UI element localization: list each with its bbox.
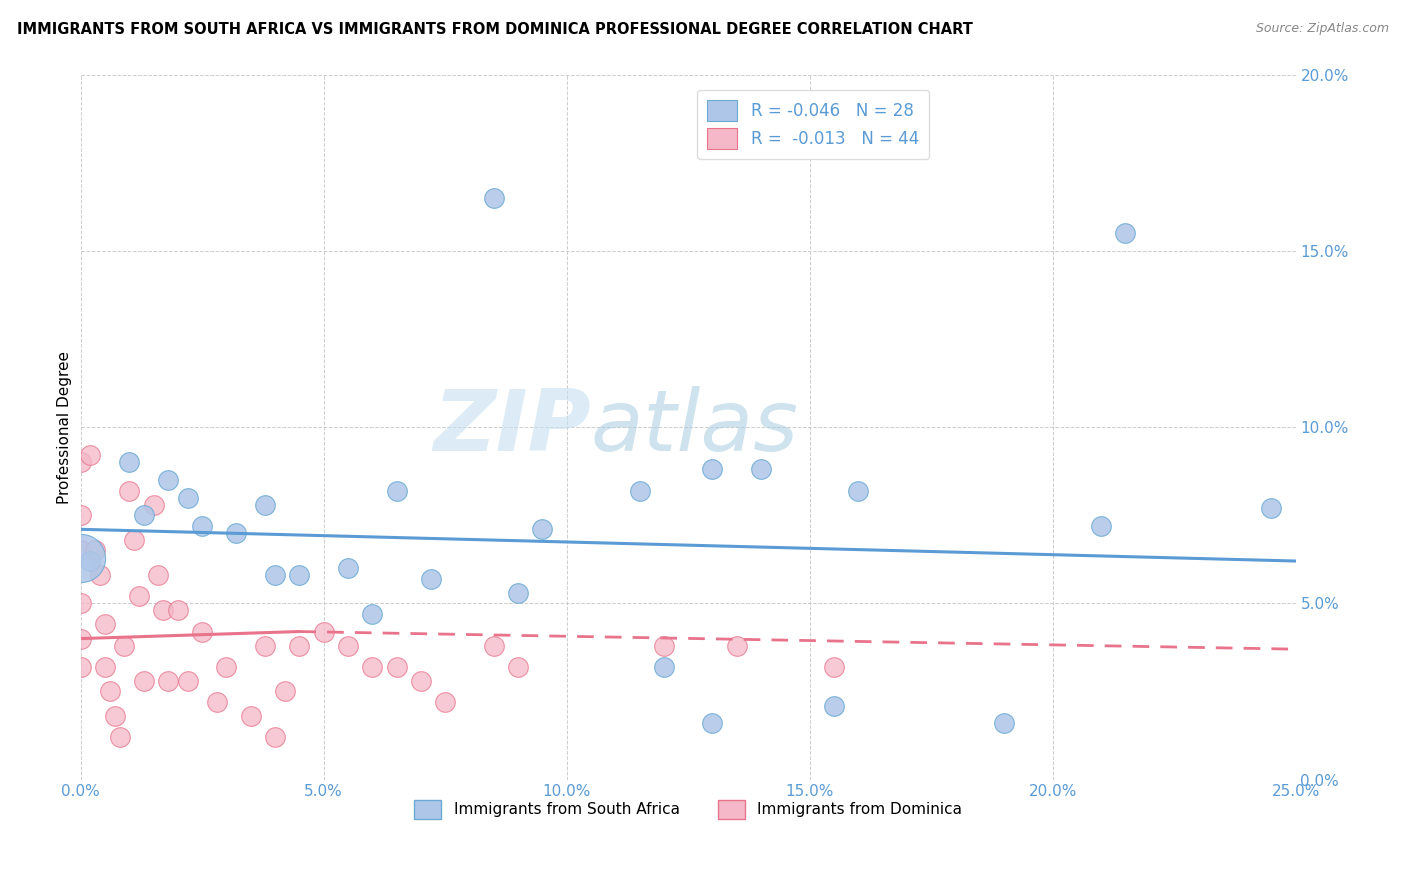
Point (264, 568, 287, 582)
Point (69, 550, 91, 565)
Point (336, 561, 359, 575)
Point (419, 572, 441, 586)
Point (1114, 226, 1136, 240)
Point (69, 455, 91, 469)
Point (69, 660, 91, 674)
Point (239, 709, 262, 723)
Point (361, 607, 384, 621)
Point (409, 673, 432, 688)
Point (531, 522, 554, 536)
Text: ZIP: ZIP (433, 385, 591, 468)
Point (274, 684, 297, 698)
Point (69, 632, 91, 646)
Point (108, 731, 131, 745)
Point (652, 639, 675, 653)
Point (89, 568, 111, 582)
Point (122, 533, 145, 547)
Point (628, 483, 651, 498)
Point (118, 483, 141, 498)
Point (254, 498, 277, 512)
Point (225, 525, 247, 540)
Y-axis label: Professional Degree: Professional Degree (58, 351, 72, 504)
Point (176, 491, 198, 505)
Point (98, 684, 121, 698)
Point (993, 716, 1015, 731)
Point (152, 603, 174, 617)
Point (104, 709, 127, 723)
Point (385, 483, 408, 498)
Point (157, 473, 180, 487)
Text: atlas: atlas (591, 385, 799, 468)
Point (142, 498, 165, 512)
Point (702, 462, 724, 476)
Point (846, 483, 869, 498)
Point (652, 660, 675, 674)
Legend: Immigrants from South Africa, Immigrants from Dominica: Immigrants from South Africa, Immigrants… (408, 794, 969, 825)
Point (84, 543, 107, 558)
Point (94, 660, 117, 674)
Point (336, 639, 359, 653)
Point (288, 568, 311, 582)
Point (506, 660, 529, 674)
Point (69, 508, 91, 523)
Point (725, 639, 748, 653)
Point (1090, 518, 1112, 533)
Point (132, 508, 155, 523)
Point (749, 462, 772, 476)
Point (132, 673, 155, 688)
Point (191, 518, 214, 533)
Point (118, 455, 141, 469)
Point (434, 695, 457, 709)
Text: IMMIGRANTS FROM SOUTH AFRICA VS IMMIGRANTS FROM DOMINICA PROFESSIONAL DEGREE COR: IMMIGRANTS FROM SOUTH AFRICA VS IMMIGRAN… (17, 22, 973, 37)
Point (1260, 501, 1282, 516)
Point (482, 639, 505, 653)
Point (288, 639, 311, 653)
Point (148, 568, 170, 582)
Point (506, 586, 529, 600)
Point (702, 716, 724, 731)
Point (312, 624, 335, 639)
Point (128, 589, 150, 603)
Point (157, 673, 180, 688)
Point (215, 660, 238, 674)
Point (79, 554, 101, 568)
Point (361, 660, 384, 674)
Point (254, 639, 277, 653)
Point (823, 660, 845, 674)
Point (176, 673, 198, 688)
Point (823, 698, 845, 713)
Point (69, 543, 91, 558)
Point (112, 639, 135, 653)
Point (191, 624, 214, 639)
Point (385, 660, 408, 674)
Point (205, 695, 228, 709)
Point (482, 191, 505, 205)
Point (166, 603, 188, 617)
Text: Source: ZipAtlas.com: Source: ZipAtlas.com (1256, 22, 1389, 36)
Point (69, 596, 91, 610)
Point (79, 448, 101, 462)
Point (94, 617, 117, 632)
Point (264, 731, 287, 745)
